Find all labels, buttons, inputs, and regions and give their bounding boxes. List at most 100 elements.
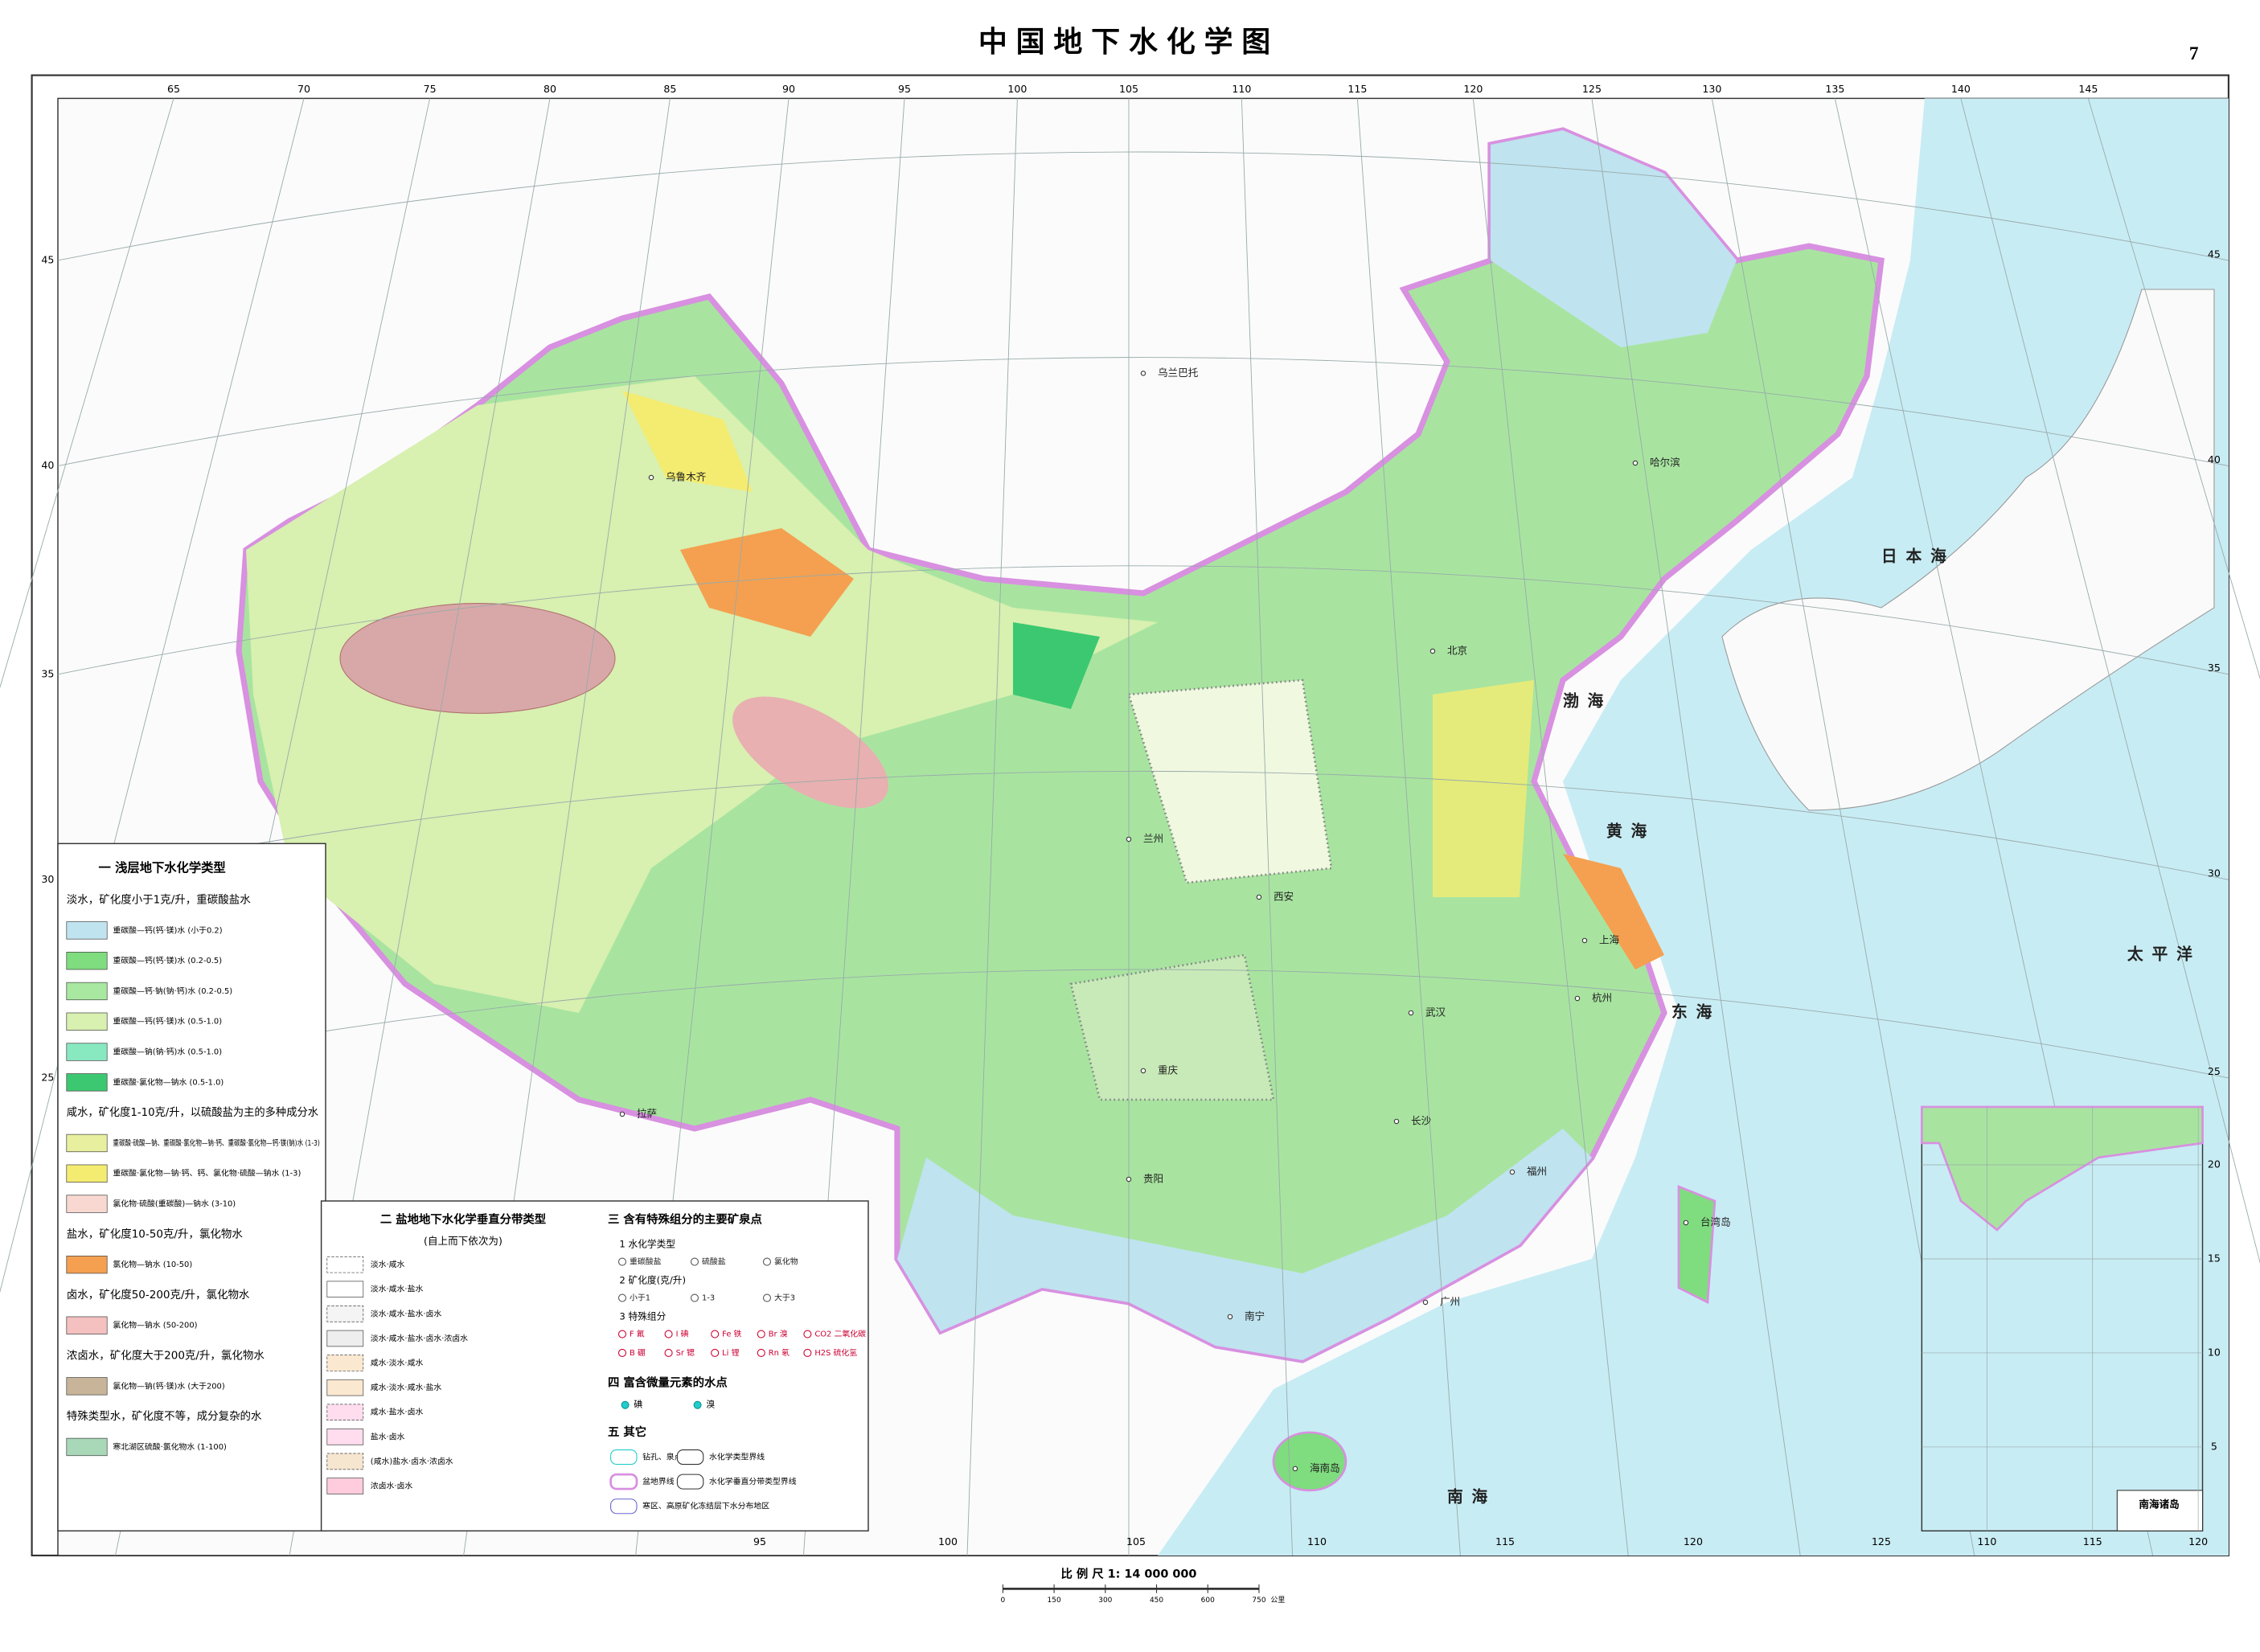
tarim-brine-zone [339,603,616,714]
lon-label-top: 100 [1007,83,1027,95]
legend-swatch [66,1043,108,1061]
scale-tick-label: 450 [1150,1597,1163,1605]
place-dot [1632,460,1639,466]
legend-swatch [326,1306,364,1322]
legend-swatch [66,1164,108,1183]
lat-label-left: 30 [41,873,54,885]
lon-label-top: 105 [1119,83,1138,95]
place-dot [1256,894,1262,900]
legend-item-label: 溴 [706,1400,715,1410]
legend-item-label: 碘 [634,1400,642,1410]
lon-label-bottom: 110 [1307,1535,1327,1547]
taiwan-island [1677,1184,1717,1305]
lat-label-right: 25 [2208,1065,2221,1077]
lon-label-top: 95 [898,83,911,95]
inset-lat-label: 5 [2211,1440,2217,1452]
legend-symbol [762,1293,772,1302]
legend-swatch [66,1437,108,1457]
legend-item-label: Fe 铁 [722,1329,741,1339]
lon-label-top: 145 [2078,83,2098,95]
place-dot [1683,1220,1689,1226]
legend-group-label: 咸水，矿化度1-10克/升，以硫酸盐为主的多种成分水 [67,1105,319,1119]
legend-item-label: 水化学类型界线 [709,1452,765,1462]
scale-tick-label: 750 [1252,1597,1265,1605]
lon-label-top: 125 [1582,83,1602,95]
scale-tick-label: 0 [1001,1597,1006,1605]
legend-item-label: 咸水·盐水·卤水 [371,1407,424,1417]
inset-title: 南海诸岛 [2139,1498,2179,1510]
legend-swatch [66,1195,108,1213]
legend-item-label: 淡水·咸水·盐水·卤水·浓卤水 [371,1333,468,1343]
lat-label-right: 35 [2208,662,2221,674]
legend-symbol [757,1330,765,1338]
legend-swatch [66,1133,108,1153]
sea-label: 东海 [1671,1002,1721,1021]
legend-swatch [676,1474,704,1490]
lon-label-top: 65 [167,83,180,95]
legend-symbol [711,1348,720,1357]
place-label: 乌鲁木齐 [666,470,707,482]
inset-lon-label: 120 [2188,1535,2208,1547]
legend-item-label: B 硼 [630,1348,646,1358]
title: 中国地下水化学图 [978,25,1279,59]
legend-symbol [690,1257,699,1266]
legend-item-label: H2S 硫化氢 [814,1347,857,1358]
legend-swatch [66,1255,108,1274]
legend-item-label: CO2 二氧化碳 [814,1329,866,1339]
place-dot [1292,1465,1298,1472]
parallel [57,357,2229,467]
scale-tick-label: 300 [1098,1597,1112,1605]
place-dot [1140,371,1146,376]
place-dot [1408,1010,1414,1016]
place-label: 海南岛 [1310,1461,1340,1474]
page-number: 7 [2189,43,2199,64]
legend-box-2 [320,1200,869,1532]
legend-swatch [326,1379,364,1396]
meridian [0,98,174,689]
place-label: 台湾岛 [1700,1215,1731,1228]
scale-tick-label: 150 [1048,1597,1061,1605]
lon-label-top: 85 [663,83,676,95]
legend-swatch [66,952,108,970]
qaidam-brine-zone [732,696,888,809]
lon-label-top: 70 [297,83,310,95]
place-label: 广州 [1440,1295,1460,1307]
legend-item-label: 寒区、高原矿化冻结层下水分布地区 [642,1501,769,1511]
meridian [2087,98,2260,680]
hainan-island [1272,1431,1347,1492]
legend-heading: 一 浅层地下水化学类型 [99,860,226,875]
place-label: 武汉 [1425,1006,1446,1018]
legend-heading: 二 盐地地下水化学垂直分带类型 [380,1211,546,1226]
lat-label-right: 40 [2208,453,2221,465]
legend-item-label: 盐水·卤水 [371,1431,405,1441]
meridian [1591,98,1801,1556]
place-label: 兰州 [1143,832,1163,844]
legend-group-label: 1 水化学类型 [619,1238,675,1249]
place-label: 拉萨 [637,1107,657,1119]
legend-symbol [617,1330,627,1338]
meridian [1356,98,1461,1556]
legend-item-label: Br 溴 [769,1329,788,1339]
place-label: 西安 [1274,890,1294,902]
place-label: 乌兰巴托 [1158,367,1199,379]
legend-symbol [693,1400,702,1409]
legend-heading: 三 含有特殊组分的主要矿泉点 [608,1211,763,1226]
scale-tick-label: 600 [1201,1597,1215,1605]
lon-label-top: 140 [1951,83,1971,95]
legend-subheading: (自上而下依次为) [424,1235,502,1247]
sea-label: 南海 [1447,1487,1496,1506]
meridian [1960,98,2260,1265]
parallel [57,770,2229,880]
legend-item-label: 重碳酸盐 [630,1256,662,1267]
legend-item-label: 咸水·淡水·咸水 [371,1359,424,1368]
legend-group-label: 盐水，矿化度10-50克/升，氯化物水 [67,1228,244,1240]
place-label: 重庆 [1158,1064,1179,1076]
place-dot [1126,1176,1132,1183]
place-dot [1574,995,1581,1002]
parallel [57,151,2229,261]
legend-item-label: Li 锂 [722,1348,739,1358]
lon-label-top: 130 [1702,83,1721,95]
lat-label-left: 40 [41,459,54,471]
